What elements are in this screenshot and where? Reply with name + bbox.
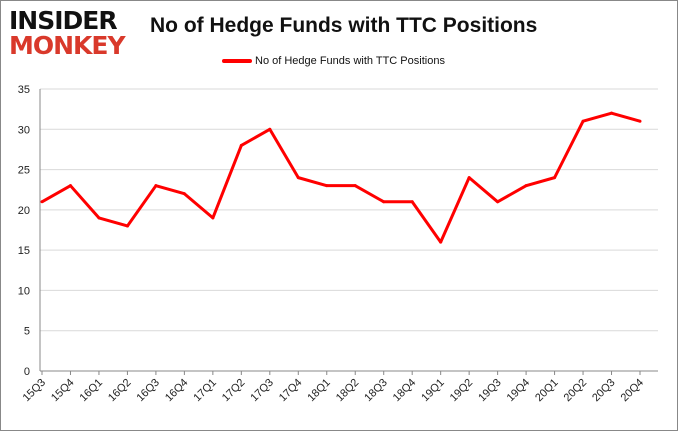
data-point <box>40 200 44 204</box>
x-tick-label: 17Q1 <box>191 377 219 405</box>
x-tick-label: 20Q2 <box>562 377 590 405</box>
data-point <box>353 184 357 188</box>
x-tick-label: 16Q4 <box>163 377 191 405</box>
data-point <box>638 119 642 123</box>
data-point <box>382 200 386 204</box>
x-tick-label: 17Q4 <box>277 377 305 405</box>
data-point <box>125 224 129 228</box>
y-tick-label: 35 <box>18 84 30 96</box>
data-point <box>239 143 243 147</box>
x-tick-label: 16Q2 <box>106 377 134 405</box>
x-tick-label: 17Q3 <box>248 377 276 405</box>
x-tick-label: 16Q3 <box>135 377 163 405</box>
data-point <box>325 184 329 188</box>
data-point <box>154 184 158 188</box>
data-point <box>182 192 186 196</box>
x-tick-label: 18Q3 <box>362 377 390 405</box>
x-tick-label: 18Q1 <box>305 377 333 405</box>
chart-title: No of Hedge Funds with TTC Positions <box>150 14 538 37</box>
y-tick-label: 25 <box>18 165 30 177</box>
y-tick-label: 15 <box>18 245 30 257</box>
logo-line1: INSIDER <box>9 6 118 35</box>
legend: No of Hedge Funds with TTC Positions <box>222 55 445 67</box>
data-point <box>211 216 215 220</box>
data-point <box>467 176 471 180</box>
data-point <box>68 184 72 188</box>
data-point <box>524 184 528 188</box>
x-tick-label: 16Q1 <box>78 377 106 405</box>
y-tick-label: 30 <box>18 124 30 136</box>
x-tick-label: 18Q2 <box>334 377 362 405</box>
series-line <box>41 111 641 244</box>
data-point <box>610 111 614 115</box>
insider-monkey-logo: INSIDER MONKEY <box>9 6 126 60</box>
legend-swatch <box>222 59 252 63</box>
y-tick-label: 5 <box>24 326 30 338</box>
x-tick-label: 19Q2 <box>448 377 476 405</box>
y-tick-label: 20 <box>18 205 30 217</box>
x-tick-label: 17Q2 <box>220 377 248 405</box>
data-point <box>581 119 585 123</box>
x-tick-label: 20Q3 <box>590 377 618 405</box>
x-tick-label: 20Q4 <box>619 377 647 405</box>
x-tick-label: 15Q4 <box>49 377 77 405</box>
x-tick-label: 19Q3 <box>476 377 504 405</box>
y-tick-label: 0 <box>24 366 30 378</box>
data-point <box>496 200 500 204</box>
logo-line2: MONKEY <box>9 31 126 60</box>
legend-label: No of Hedge Funds with TTC Positions <box>255 55 445 67</box>
data-point <box>553 176 557 180</box>
y-tick-label: 10 <box>18 285 30 297</box>
data-point <box>410 200 414 204</box>
x-tick-label: 15Q3 <box>21 377 49 405</box>
x-tick-label: 20Q1 <box>533 377 561 405</box>
x-tick-label: 19Q1 <box>419 377 447 405</box>
data-point <box>268 127 272 131</box>
x-tick-label: 19Q4 <box>505 377 533 405</box>
x-tick-label: 18Q4 <box>391 377 419 405</box>
data-point <box>97 216 101 220</box>
data-point <box>296 176 300 180</box>
data-point <box>439 240 443 244</box>
